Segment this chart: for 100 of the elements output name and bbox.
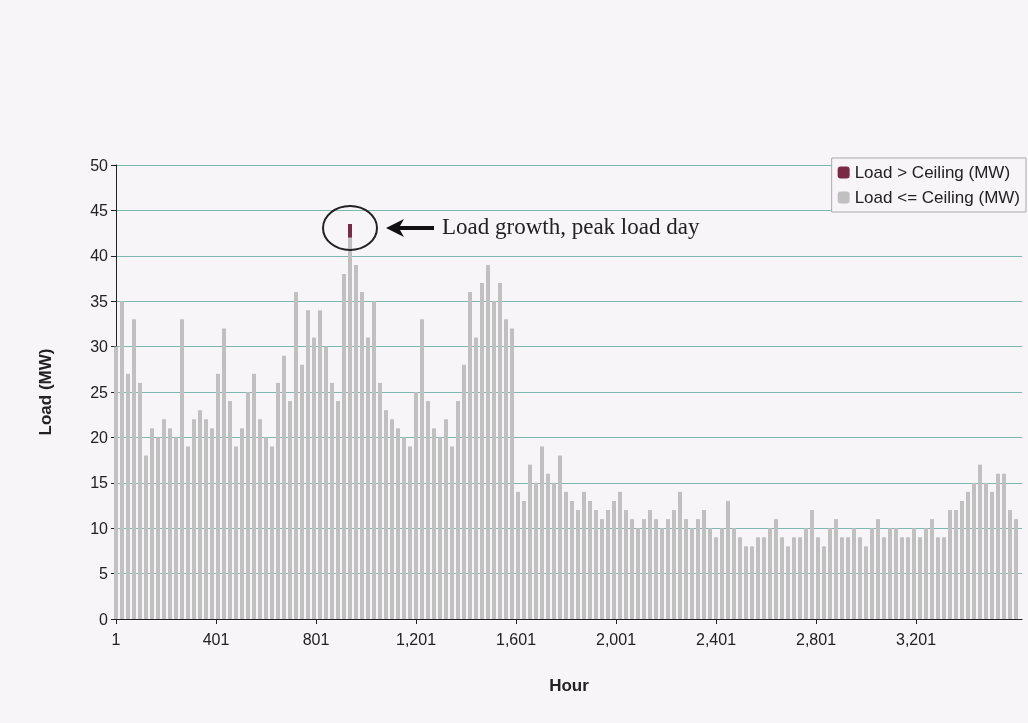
bar bbox=[342, 273, 346, 619]
bar bbox=[294, 292, 298, 619]
bar bbox=[456, 401, 460, 619]
bar bbox=[678, 491, 682, 619]
bar bbox=[972, 482, 976, 619]
bar bbox=[534, 482, 538, 619]
bar bbox=[624, 510, 628, 619]
bar bbox=[378, 382, 382, 619]
bar bbox=[828, 528, 832, 619]
bar bbox=[738, 537, 742, 619]
bar bbox=[564, 491, 568, 619]
bar bbox=[390, 419, 394, 619]
bar bbox=[948, 510, 952, 619]
bar bbox=[864, 546, 868, 619]
y-tick-label: 25 bbox=[90, 383, 109, 401]
bar bbox=[318, 310, 322, 619]
bar bbox=[960, 500, 964, 619]
y-axis-title: Load (MW) bbox=[36, 348, 55, 436]
bar bbox=[834, 519, 838, 619]
bar bbox=[282, 355, 286, 619]
bar bbox=[504, 319, 508, 619]
y-tick-label: 0 bbox=[99, 610, 109, 628]
bar bbox=[498, 283, 502, 619]
bar bbox=[510, 328, 514, 619]
bar bbox=[732, 528, 736, 619]
bar bbox=[372, 301, 376, 619]
bar bbox=[486, 264, 490, 619]
bar bbox=[1014, 519, 1018, 619]
bar bbox=[114, 346, 118, 619]
x-tick-label: 401 bbox=[202, 630, 230, 648]
bar bbox=[330, 382, 334, 619]
bar bbox=[702, 510, 706, 619]
bar bbox=[954, 510, 958, 619]
bar bbox=[690, 528, 694, 619]
x-axis-title: Hour bbox=[549, 676, 590, 695]
bar bbox=[234, 446, 238, 619]
bar bbox=[216, 373, 220, 619]
bar bbox=[474, 337, 478, 619]
x-tick-label: 1 bbox=[111, 630, 121, 648]
y-tick-label: 5 bbox=[99, 565, 109, 583]
bar bbox=[258, 419, 262, 619]
y-tick-label: 40 bbox=[90, 247, 109, 265]
bar bbox=[570, 500, 574, 619]
bar bbox=[144, 455, 148, 619]
x-tick-label: 3,201 bbox=[895, 630, 937, 648]
bar bbox=[810, 510, 814, 619]
bar bbox=[714, 537, 718, 619]
bar bbox=[642, 519, 646, 619]
x-tick-label: 801 bbox=[302, 630, 330, 648]
x-tick-label: 2,001 bbox=[595, 630, 637, 648]
bar bbox=[336, 401, 340, 619]
x-tick-label: 2,801 bbox=[795, 630, 837, 648]
bar bbox=[300, 364, 304, 619]
bar bbox=[150, 428, 154, 619]
bar bbox=[168, 428, 172, 619]
bar bbox=[228, 401, 232, 619]
bar bbox=[174, 437, 178, 619]
bar bbox=[492, 301, 496, 619]
bar bbox=[276, 382, 280, 619]
y-tick-label: 30 bbox=[90, 338, 109, 356]
bar bbox=[846, 537, 850, 619]
bar bbox=[576, 510, 580, 619]
bar bbox=[312, 337, 316, 619]
bar bbox=[900, 537, 904, 619]
bar bbox=[696, 519, 700, 619]
bar bbox=[918, 537, 922, 619]
bar bbox=[450, 446, 454, 619]
bar bbox=[942, 537, 946, 619]
bar bbox=[822, 546, 826, 619]
bar bbox=[1008, 510, 1012, 619]
bar bbox=[252, 373, 256, 619]
bar bbox=[804, 528, 808, 619]
bar bbox=[516, 491, 520, 619]
bar bbox=[870, 528, 874, 619]
bar bbox=[348, 224, 352, 238]
bar bbox=[858, 537, 862, 619]
bar bbox=[978, 464, 982, 619]
bar bbox=[744, 546, 748, 619]
y-tick-label: 35 bbox=[90, 292, 109, 310]
bar bbox=[192, 419, 196, 619]
legend-label: Load > Ceiling (MW) bbox=[854, 163, 1011, 182]
bar bbox=[600, 519, 604, 619]
bar bbox=[420, 319, 424, 619]
bar bbox=[882, 537, 886, 619]
bar bbox=[198, 410, 202, 619]
bar bbox=[996, 473, 1000, 619]
bar bbox=[186, 446, 190, 619]
bar bbox=[126, 373, 130, 619]
bar bbox=[816, 537, 820, 619]
bar bbox=[480, 283, 484, 619]
bar bbox=[876, 519, 880, 619]
bar bbox=[708, 528, 712, 619]
bar bbox=[270, 446, 274, 619]
bar bbox=[768, 528, 772, 619]
bar bbox=[156, 437, 160, 619]
bar bbox=[408, 446, 412, 619]
bar bbox=[750, 546, 754, 619]
bar bbox=[924, 528, 928, 619]
bar bbox=[612, 500, 616, 619]
bar bbox=[780, 537, 784, 619]
